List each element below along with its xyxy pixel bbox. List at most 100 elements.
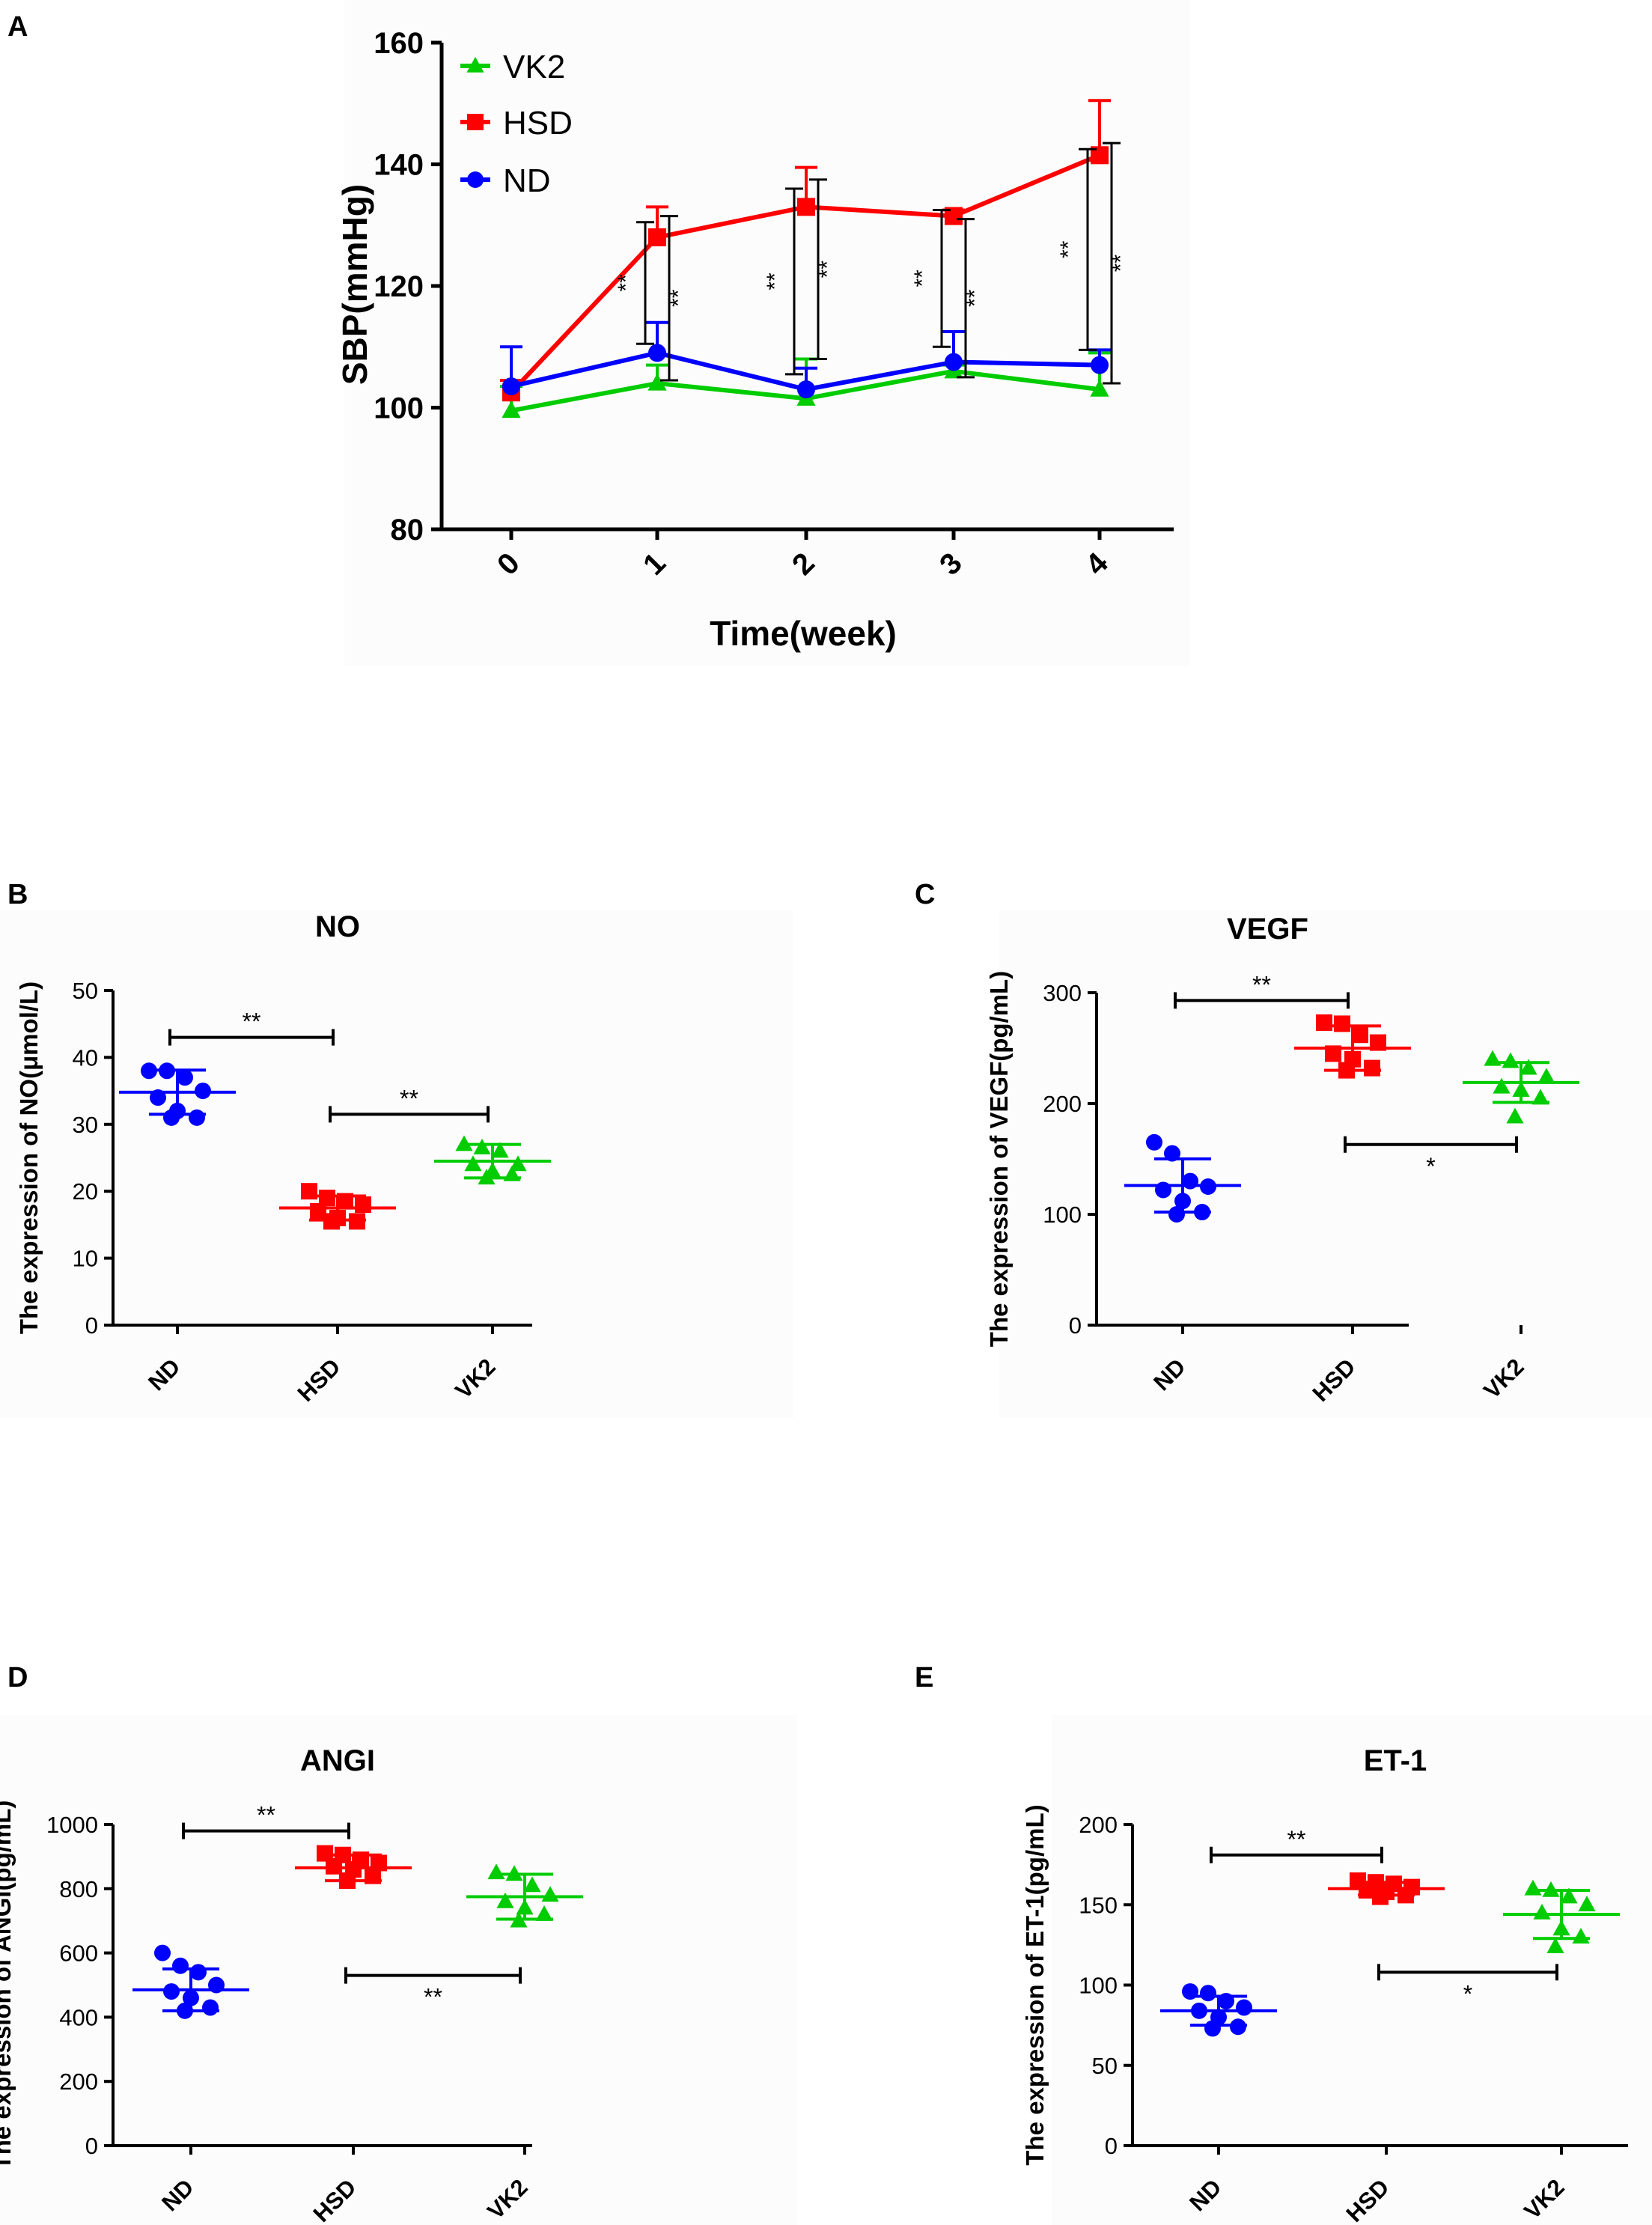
data-point-vk2	[473, 1138, 491, 1154]
y-tick-label-800: 800	[59, 1876, 98, 1902]
significance-bracket: **	[614, 221, 654, 345]
data-point-hsd	[1372, 1888, 1389, 1905]
panel-e-background	[1052, 1714, 1652, 2225]
data-point-vk2	[541, 1886, 559, 1902]
data-point-vk2	[1542, 1881, 1560, 1897]
legend-label-vk2: VK2	[503, 49, 565, 85]
y-tick-label-0: 0	[1069, 1312, 1082, 1339]
y-tick-label-200: 200	[1043, 1091, 1082, 1117]
y-tick-label-40: 40	[73, 1044, 98, 1071]
chart-title: ANGI	[300, 1744, 375, 1777]
y-tick-label-0: 0	[85, 2133, 98, 2159]
data-point-nd	[1200, 1178, 1216, 1195]
data-point-nd	[183, 1989, 199, 2006]
data-point-hsd	[349, 1213, 365, 1230]
chart-title: VEGF	[1227, 913, 1308, 946]
significance-label: **	[666, 289, 691, 307]
data-point-vk2	[1533, 1903, 1551, 1920]
data-point-nd-1	[648, 344, 666, 362]
data-point-hsd	[310, 1203, 326, 1220]
data-point-nd	[190, 1964, 207, 1981]
significance-bracket: **	[329, 1085, 490, 1123]
y-tick-label-50: 50	[73, 978, 98, 1004]
data-point-nd	[163, 1983, 180, 2000]
data-point-nd	[1218, 1992, 1234, 2009]
data-point-vk2	[505, 1865, 523, 1881]
legend-marker-hsd	[467, 114, 484, 130]
data-point-nd-4	[1091, 356, 1109, 374]
data-point-nd	[1191, 2002, 1207, 2019]
data-point-hsd	[337, 1193, 353, 1210]
significance-bracket: *	[1344, 1136, 1518, 1180]
data-point-hsd	[1370, 1034, 1386, 1051]
significance-bracket: **	[1056, 147, 1097, 351]
data-point-nd	[208, 1976, 225, 1994]
y-tick-label-300: 300	[1043, 980, 1082, 1006]
data-point-vk2	[1546, 1937, 1564, 1953]
legend-marker-nd	[467, 171, 484, 188]
data-point-nd	[154, 1944, 171, 1961]
significance-bracket: **	[1210, 1826, 1383, 1863]
group-vk2	[466, 1863, 583, 1928]
data-point-vk2	[1578, 1896, 1596, 1912]
data-point-nd-2	[797, 380, 815, 399]
significance-label: **	[1287, 1826, 1306, 1853]
data-point-vk2	[1531, 1089, 1549, 1105]
y-axis-title: The expression of ANGI(pg/mL)	[0, 1801, 16, 2170]
significance-bracket: **	[660, 215, 691, 382]
data-point-hsd	[317, 1845, 333, 1862]
significance-label: **	[1056, 240, 1081, 258]
data-point-nd	[1155, 1181, 1171, 1199]
legend-label-nd: ND	[503, 162, 551, 199]
data-point-nd-0	[502, 377, 520, 396]
significance-bracket: **	[957, 218, 987, 379]
data-point-vk2	[487, 1863, 505, 1880]
data-point-vk2-4	[1090, 379, 1109, 397]
significance-label: **	[243, 1008, 261, 1035]
y-tick-label-600: 600	[59, 1941, 98, 1967]
data-point-nd	[1194, 1204, 1210, 1221]
data-point-nd	[1164, 1145, 1180, 1162]
y-tick-label-400: 400	[59, 2004, 98, 2030]
y-tick-label-1000: 1000	[46, 1812, 98, 1838]
significance-label: **	[815, 261, 840, 278]
y-tick-label-160: 160	[374, 27, 424, 60]
y-tick-label-150: 150	[1079, 1892, 1118, 1918]
significance-label: **	[400, 1085, 418, 1112]
data-point-hsd	[1364, 1059, 1380, 1077]
data-point-nd	[177, 1069, 193, 1086]
data-point-nd	[1146, 1133, 1162, 1151]
significance-label: **	[910, 270, 935, 287]
data-point-vk2	[509, 1155, 527, 1172]
data-point-vk2	[1502, 1052, 1520, 1068]
legend-marker-vk2	[466, 56, 484, 73]
data-point-hsd	[323, 1213, 340, 1230]
y-tick-label-100: 100	[1043, 1202, 1082, 1228]
significance-bracket: **	[1103, 141, 1133, 385]
data-point-vk2	[1520, 1059, 1537, 1075]
data-point-vk2	[523, 1876, 541, 1893]
data-point-hsd	[1352, 1026, 1368, 1044]
data-point-vk2	[1560, 1887, 1578, 1904]
data-point-vk2	[1484, 1050, 1502, 1066]
data-point-vk2	[1572, 1928, 1590, 1944]
data-point-nd	[1174, 1193, 1191, 1210]
data-point-hsd	[355, 1196, 371, 1214]
group-vk2	[1463, 1050, 1579, 1124]
chart-title: NO	[315, 910, 360, 943]
significance-bracket: **	[910, 208, 951, 348]
data-point-hsd	[1338, 1062, 1355, 1079]
data-point-hsd	[339, 1872, 356, 1890]
data-point-hsd	[301, 1183, 317, 1200]
data-point-vk2	[464, 1155, 482, 1172]
y-axis-title: The expression of VEGF(pg/mL)	[985, 971, 1013, 1347]
y-axis-title: SBP(mmHg)	[335, 184, 374, 385]
y-axis-title: The expression of ET-1(pg/mL)	[1021, 1804, 1049, 2165]
data-point-nd	[1204, 2020, 1221, 2037]
data-point-hsd	[371, 1854, 387, 1872]
significance-bracket: **	[809, 178, 840, 360]
y-tick-label-80: 80	[391, 514, 424, 547]
data-point-hsd	[326, 1857, 342, 1875]
y-tick-label-30: 30	[73, 1112, 98, 1138]
